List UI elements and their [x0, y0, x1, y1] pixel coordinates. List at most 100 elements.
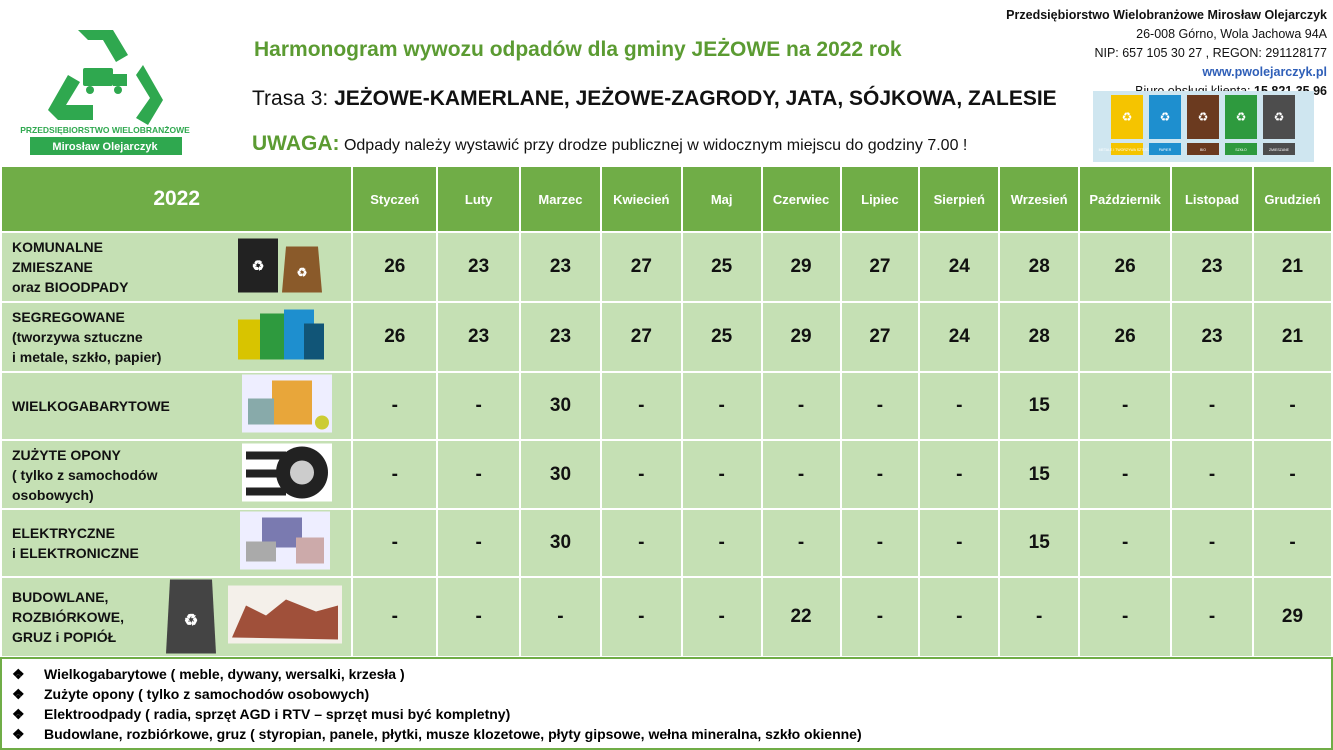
pickup-date-cell: - — [839, 576, 921, 658]
month-header: Maj — [680, 165, 763, 233]
waste-type-label-line: GRUZ i POPIÓŁ — [12, 629, 117, 645]
warning-line: UWAGA: Odpady należy wystawić przy drodz… — [252, 132, 967, 156]
waste-type-label-line: i metale, szkło, papier) — [12, 349, 162, 365]
route-prefix: Trasa 3: — [252, 87, 329, 110]
pickup-date-cell: 30 — [519, 439, 602, 510]
pickup-date-cell: - — [760, 508, 842, 578]
table-row: ZUŻYTE OPONY ( tylko z samochodów osobowyc… — [0, 439, 1333, 510]
pickup-date-cell: 15 — [998, 508, 1081, 578]
table-row: KOMUNALNE ZMIESZANE oraz BIOODPADY ♻ ♻ 26 23 23… — [0, 231, 1333, 303]
waste-bin-icon: ♻ ZMIESZANE — [1263, 95, 1295, 155]
pickup-date-cell: 21 — [1251, 231, 1333, 303]
pickup-date-cell: 15 — [998, 439, 1081, 510]
waste-type-label-line: ZMIESZANE — [12, 259, 93, 275]
pickup-date-cell: 30 — [519, 508, 602, 578]
pickup-date-cell: 24 — [918, 231, 1001, 303]
pickup-date-cell: - — [436, 371, 522, 441]
pickup-date-cell: 30 — [519, 371, 602, 441]
bullet-icon: ❖ — [12, 686, 25, 702]
pickup-date-cell: - — [599, 576, 683, 658]
pickup-date-cell: 28 — [998, 301, 1081, 373]
pickup-date-cell: - — [918, 371, 1001, 441]
pickup-date-cell: - — [519, 576, 602, 658]
pickup-date-cell: - — [1251, 508, 1333, 578]
pickup-date-cell: 29 — [760, 231, 842, 303]
pickup-date-cell: - — [351, 371, 439, 441]
warning-text: Odpady należy wystawić przy drodze publi… — [343, 137, 968, 154]
mixed-waste-bin-and-bio-bag-icon: ♻ ♻ — [238, 237, 324, 298]
month-header: Marzec — [519, 165, 602, 233]
pickup-date-cell: 25 — [680, 231, 763, 303]
waste-type-label-line: KOMUNALNE — [12, 239, 103, 255]
waste-type-label-line: ELEKTRYCZNE — [12, 525, 115, 541]
pickup-date-cell: - — [760, 439, 842, 510]
pickup-date-cell: 25 — [680, 301, 763, 373]
waste-type-label-line: ( tylko z samochodów — [12, 466, 158, 483]
company-name: Przedsiębiorstwo Wielobranżowe Mirosław … — [1006, 8, 1327, 22]
waste-bin-icon: ♻ SZKŁO — [1225, 95, 1257, 155]
pickup-date-cell: - — [599, 371, 683, 441]
bullet-icon: ❖ — [12, 726, 25, 742]
waste-type-label-line: SEGREGOWANE — [12, 309, 125, 325]
note-item: ❖ Zużyte opony ( tylko z samochodów osobo… — [12, 684, 1321, 704]
note-text: Budowlane, rozbiórkowe, gruz ( styropian… — [44, 726, 862, 742]
pickup-date-cell: 23 — [436, 231, 522, 303]
svg-text:♻: ♻ — [1198, 110, 1209, 124]
pickup-date-cell: 29 — [760, 301, 842, 373]
pickup-date-cell: 23 — [1170, 231, 1254, 303]
svg-text:♻: ♻ — [1236, 110, 1247, 124]
pickup-date-cell: 23 — [1170, 301, 1254, 373]
pickup-date-cell: 28 — [998, 231, 1081, 303]
schedule-table: 2022 Styczeń Luty Marzec Kwiecień Maj Czerwiec… — [0, 165, 1333, 658]
waste-type-label: WIELKOGABARYTOWE — [0, 371, 354, 441]
pickup-date-cell: - — [680, 508, 763, 578]
pickup-date-cell: 26 — [351, 231, 439, 303]
waste-bin-icon: ♻ PAPIER — [1149, 95, 1181, 155]
pickup-date-cell: 23 — [519, 231, 602, 303]
pickup-date-cell: 21 — [1251, 301, 1333, 373]
pickup-date-cell: - — [918, 439, 1001, 510]
waste-type-label-line: osobowych) — [12, 486, 94, 503]
pickup-date-cell: - — [680, 371, 763, 441]
pickup-date-cell: - — [1251, 371, 1333, 441]
electronics-icon — [240, 511, 330, 575]
waste-type-label-line: ZUŻYTE OPONY — [12, 446, 121, 463]
note-item: ❖ Budowlane, rozbiórkowe, gruz ( styropia… — [12, 724, 1321, 744]
pickup-date-cell: - — [599, 508, 683, 578]
pickup-date-cell: 26 — [1078, 231, 1173, 303]
route-names: JEŻOWE-KAMERLANE, JEŻOWE-ZAGRODY, JATA, … — [334, 87, 1057, 110]
pickup-date-cell: - — [1170, 508, 1254, 578]
bullet-icon: ❖ — [12, 666, 25, 682]
table-row: BUDOWLANE, ROZBIÓRKOWE, GRUZ i POPIÓŁ ♻ - - - -… — [0, 576, 1333, 658]
pickup-date-cell: - — [436, 576, 522, 658]
pickup-date-cell: 15 — [998, 371, 1081, 441]
pickup-date-cell: 27 — [599, 301, 683, 373]
month-header: Luty — [436, 165, 522, 233]
month-header: Grudzień — [1251, 165, 1333, 233]
waste-type-label: BUDOWLANE, ROZBIÓRKOWE, GRUZ i POPIÓŁ ♻ — [0, 576, 354, 658]
notes-list: ❖ Wielkogabarytowe ( meble, dywany, wersa… — [0, 657, 1333, 750]
svg-text:SZKŁO: SZKŁO — [1235, 148, 1247, 152]
pickup-date-cell: - — [599, 439, 683, 510]
company-website-link[interactable]: www.pwolejarczyk.pl — [1202, 65, 1327, 79]
pickup-date-cell: - — [839, 371, 921, 441]
svg-text:PAPIER: PAPIER — [1159, 148, 1172, 152]
pickup-date-cell: - — [760, 371, 842, 441]
table-row: ELEKTRYCZNE i ELEKTRONICZNE - -30- - - - -15- -… — [0, 508, 1333, 578]
pickup-date-cell: - — [1170, 576, 1254, 658]
waste-bins-image: ♻ METALE I TWORZYWA SZTUCZNE ♻ PAPIER ♻ BIO ♻ S… — [1093, 91, 1314, 162]
note-item: ❖ Elektroodpady ( radia, sprzęt AGD i RTV… — [12, 704, 1321, 724]
tires-icon — [242, 443, 332, 506]
pickup-date-cell: - — [1078, 439, 1173, 510]
month-header: Wrzesień — [998, 165, 1081, 233]
table-row: SEGREGOWANE (tworzywa sztuczne i metale, s… — [0, 301, 1333, 373]
note-item: ❖ Wielkogabarytowe ( meble, dywany, wersa… — [12, 664, 1321, 684]
month-header: Lipiec — [839, 165, 921, 233]
waste-type-label-line: oraz BIOODPADY — [12, 279, 129, 295]
svg-text:♻: ♻ — [1160, 110, 1171, 124]
month-header: Listopad — [1170, 165, 1254, 233]
route-line: Trasa 3: JEŻOWE-KAMERLANE, JEŻOWE-ZAGROD… — [252, 87, 1057, 111]
month-header: Czerwiec — [760, 165, 842, 233]
pickup-date-cell: - — [436, 439, 522, 510]
svg-text:BIO: BIO — [1200, 148, 1206, 152]
